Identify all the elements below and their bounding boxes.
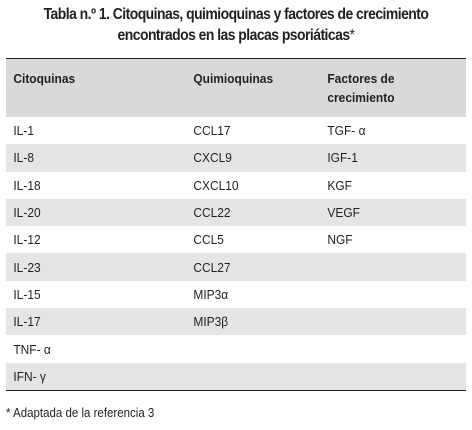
table-row: IL-8 CXCL9 IGF-1 <box>6 144 466 172</box>
table-row: IL-20 CCL22 VEGF <box>6 198 466 227</box>
table-row: IL-15 MIP3α <box>6 281 466 308</box>
table-title-line-2: encontrados en las placas psoriáticas* <box>24 25 449 46</box>
table-row: IFN- γ <box>6 362 466 390</box>
table-row: IL-17 MIP3β <box>6 308 466 336</box>
table-row: IL-1 CCL17 TGF- α <box>6 117 466 144</box>
cell-quimioquina: CCL27 <box>193 259 231 275</box>
cell-citoquina: IL-17 <box>13 314 41 330</box>
table-row: IL-18 CXCL10 KGF <box>6 172 466 199</box>
cell-citoquina: IL-12 <box>13 232 41 248</box>
table-title-line-2-text: encontrados en las placas psoriáticas <box>117 27 351 44</box>
data-table: Citoquinas Quimioquinas Factores de crec… <box>6 58 466 391</box>
cell-factor: IGF-1 <box>327 150 358 166</box>
table-row: TNF- α <box>6 335 466 362</box>
cell-factor: NGF <box>327 232 353 248</box>
header-factores-de-crecimiento: Factores de crecimiento <box>327 71 395 105</box>
table-footnote: * Adaptada de la referencia 3 <box>6 406 155 420</box>
cell-citoquina: TNF- α <box>13 341 51 357</box>
cell-factor: VEGF <box>327 205 360 221</box>
header-citoquinas: Citoquinas <box>13 71 76 86</box>
cell-quimioquina: CCL22 <box>193 205 231 221</box>
cell-factor: TGF- α <box>327 123 366 139</box>
cell-citoquina: IL-8 <box>13 150 34 166</box>
table-header-row: Citoquinas Quimioquinas Factores de crec… <box>6 59 466 117</box>
cell-citoquina: IL-23 <box>13 259 41 275</box>
cell-citoquina: IL-18 <box>13 177 41 193</box>
cell-quimioquina: CXCL9 <box>193 150 232 166</box>
cell-citoquina: IFN- γ <box>13 368 46 384</box>
table-row: IL-12 CCL5 NGF <box>6 226 466 253</box>
cell-quimioquina: CCL5 <box>193 232 224 248</box>
cell-citoquina: IL-20 <box>13 205 41 221</box>
table-title-line-1: Tabla n.º 1. Citoquinas, quimioquinas y … <box>43 6 429 23</box>
cell-quimioquina: MIP3β <box>193 314 229 330</box>
header-quimioquinas: Quimioquinas <box>193 71 274 86</box>
cell-quimioquina: CXCL10 <box>193 177 239 193</box>
table-title-asterisk: * <box>349 27 355 44</box>
cell-quimioquina: MIP3α <box>193 286 229 302</box>
cell-citoquina: IL-15 <box>13 286 41 302</box>
table-title: Tabla n.º 1. Citoquinas, quimioquinas y … <box>24 4 449 46</box>
cell-quimioquina: CCL17 <box>193 123 231 139</box>
table-row: IL-23 CCL27 <box>6 253 466 281</box>
cell-citoquina: IL-1 <box>13 123 34 139</box>
cell-factor: KGF <box>327 177 352 193</box>
